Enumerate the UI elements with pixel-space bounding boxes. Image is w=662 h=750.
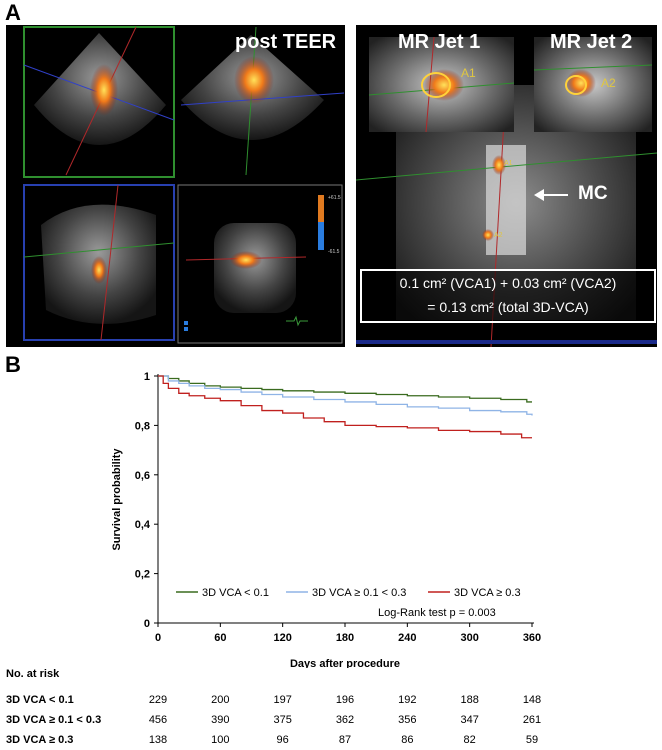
vca-caption-line2: = 0.13 cm² (total 3D-VCA) <box>427 299 589 315</box>
risk-cell: 356 <box>398 714 417 726</box>
x-tick-label: 60 <box>214 632 226 644</box>
legend-label-2: 3D VCA ≥ 0.1 < 0.3 <box>312 587 406 599</box>
risk-cell: 87 <box>338 734 352 746</box>
risk-cell: 148 <box>522 694 542 706</box>
risk-cell: 375 <box>273 714 292 726</box>
jet-a2-label: A2 <box>494 232 503 239</box>
risk-cell: 200 <box>211 694 230 706</box>
risk-row: 3D VCA ≥ 0.3 138 100 96 87 86 82 59 <box>0 734 662 750</box>
risk-row-label: 3D VCA ≥ 0.1 < 0.3 <box>6 714 102 726</box>
x-tick-label: 180 <box>336 632 354 644</box>
vca-caption: 0.1 cm² (VCA1) + 0.03 cm² (VCA2) = 0.13 … <box>360 269 656 323</box>
y-axis-label: Survival probability <box>111 448 123 551</box>
risk-cell: 456 <box>148 714 168 726</box>
panel-b-label: B <box>5 352 21 377</box>
x-tick-label: 360 <box>523 632 541 644</box>
risk-cell: 197 <box>273 694 292 706</box>
jet-a1-inset-label: A1 <box>461 66 476 80</box>
survival-curve-2 <box>158 375 533 416</box>
risk-cell: 96 <box>276 734 289 746</box>
echo-jet-image: A1 A2 A1 A2 MR Jet 1 MR Jet 2 MC 0.1 cm²… <box>356 25 657 347</box>
chart-axes: 0 0,2 0,4 0,6 0,8 1 0 60 120 180 240 300 360 <box>135 371 541 644</box>
legend-label-1: 3D VCA < 0.1 <box>202 587 269 599</box>
mr-jet-1-title: MR Jet 1 <box>398 31 481 53</box>
x-tick-label: 0 <box>155 632 161 644</box>
risk-cell: 100 <box>211 734 230 746</box>
risk-cell: 86 <box>401 734 414 746</box>
risk-row-label: 3D VCA ≥ 0.3 <box>6 734 74 746</box>
jet-a1-label: A1 <box>504 160 513 167</box>
risk-row-label: 3D VCA < 0.1 <box>6 694 74 706</box>
risk-cell: 362 <box>335 714 355 726</box>
y-tick-label: 0,6 <box>135 470 150 482</box>
log-rank-note: Log-Rank test p = 0.003 <box>378 607 496 619</box>
jet-a2-inset-label: A2 <box>601 76 616 90</box>
risk-row: 3D VCA ≥ 0.1 < 0.3 456 390 375 362 356 347 261 <box>0 714 662 730</box>
y-tick-label: 0,4 <box>135 519 151 531</box>
legend-label-3: 3D VCA ≥ 0.3 <box>454 587 521 599</box>
vca-caption-line1: 0.1 cm² (VCA1) + 0.03 cm² (VCA2) <box>399 275 617 291</box>
colorbar-bottom-label: -61.5 <box>328 249 340 255</box>
chart-legend: 3D VCA < 0.1 3D VCA ≥ 0.1 < 0.3 3D VCA ≥ 0… <box>176 587 521 599</box>
kaplan-meier-chart: 0 0,2 0,4 0,6 0,8 1 0 60 120 180 240 300 360 3D VCA … <box>111 371 541 668</box>
risk-cell: 196 <box>335 694 355 706</box>
risk-table-title: No. at risk <box>6 668 60 680</box>
risk-cell: 229 <box>148 694 168 706</box>
x-tick-label: 240 <box>398 632 416 644</box>
mr-jet-2-title: MR Jet 2 <box>550 31 633 53</box>
post-teer-title: post TEER <box>235 31 337 53</box>
risk-cell: 59 <box>525 734 539 746</box>
colorbar-top-label: +61.5 <box>328 195 341 201</box>
echo-multiplanar-graphic: +61.5 -61.5 <box>23 26 345 344</box>
risk-cell: 192 <box>398 694 417 706</box>
risk-cell: 82 <box>463 734 476 746</box>
risk-row: 3D VCA < 0.1 229 200 197 196 192 188 148 <box>0 694 662 710</box>
x-tick-label: 120 <box>273 632 291 644</box>
chart-series <box>158 375 533 439</box>
y-tick-label: 0,8 <box>135 420 150 432</box>
echo-multiplanar-image: +61.5 -61.5 post TEER <box>6 25 345 347</box>
risk-cell: 188 <box>460 694 479 706</box>
x-axis-label: Days after procedure <box>290 658 400 668</box>
y-tick-label: 0,2 <box>135 569 150 581</box>
risk-cell: 261 <box>522 714 542 726</box>
y-tick-label: 1 <box>144 371 150 383</box>
risk-cell: 390 <box>211 714 230 726</box>
risk-cell: 138 <box>148 734 168 746</box>
panel-a-label: A <box>5 0 21 25</box>
x-tick-label: 300 <box>460 632 478 644</box>
mc-label: MC <box>578 183 608 204</box>
y-tick-label: 0 <box>144 618 150 630</box>
risk-cell: 347 <box>460 714 479 726</box>
survival-curve-3 <box>158 375 532 439</box>
survival-curve-1 <box>158 375 532 403</box>
